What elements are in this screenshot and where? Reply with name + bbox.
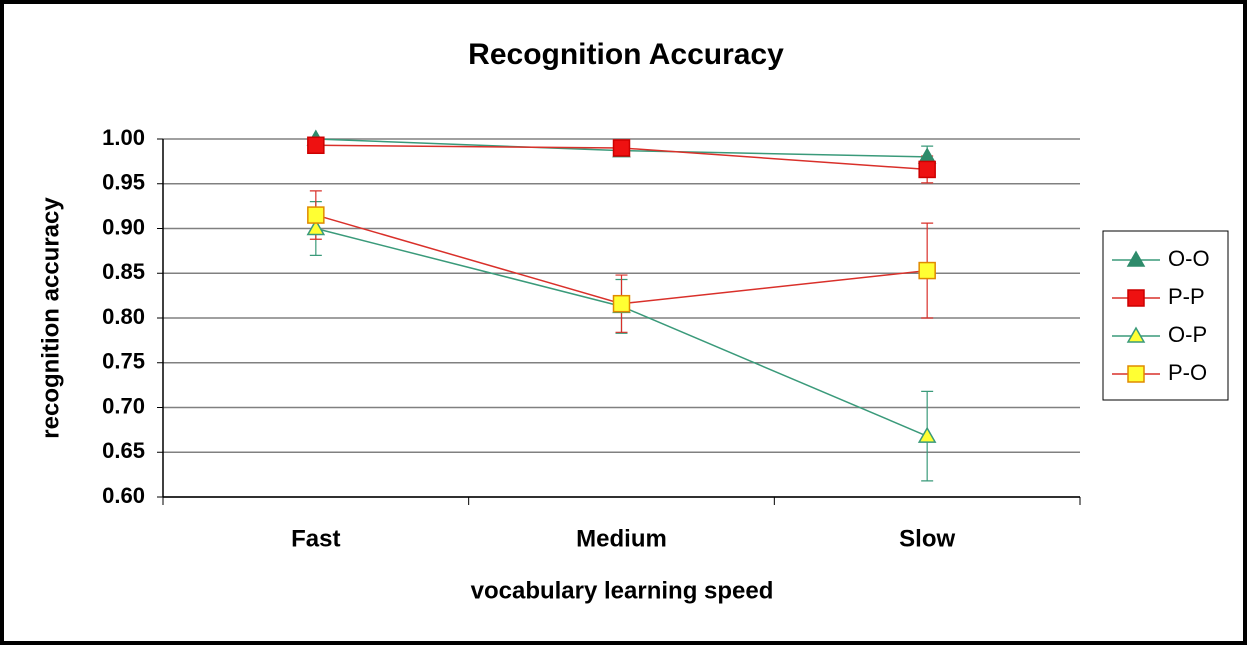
legend-label: P-O bbox=[1168, 360, 1207, 385]
legend-label: O-O bbox=[1168, 246, 1210, 271]
data-point bbox=[307, 136, 325, 155]
y-tick-label: 0.95 bbox=[102, 170, 145, 195]
data-point bbox=[306, 218, 326, 236]
y-tick-label: 0.90 bbox=[102, 214, 145, 239]
y-tick-label: 1.00 bbox=[102, 125, 145, 150]
data-point bbox=[612, 139, 631, 157]
legend-label: P-P bbox=[1168, 284, 1205, 309]
y-tick-label: 0.60 bbox=[102, 483, 145, 508]
legend-marker bbox=[1126, 250, 1146, 267]
y-tick-label: 0.65 bbox=[102, 438, 145, 463]
y-axis-label: recognition accuracy bbox=[37, 197, 64, 439]
x-tick-label: Medium bbox=[576, 525, 667, 552]
legend bbox=[1102, 230, 1229, 401]
legend-marker bbox=[1127, 365, 1145, 383]
legend-marker bbox=[1126, 326, 1146, 343]
y-tick-label: 0.80 bbox=[102, 304, 145, 329]
chart-title: Recognition Accuracy bbox=[468, 38, 784, 71]
legend-marker bbox=[1127, 289, 1145, 307]
data-point bbox=[307, 206, 325, 224]
y-tick-label: 0.75 bbox=[102, 349, 145, 374]
x-tick-label: Slow bbox=[899, 525, 955, 552]
data-point bbox=[918, 261, 936, 280]
data-point bbox=[918, 160, 936, 179]
legend-label: O-P bbox=[1168, 322, 1207, 347]
data-point bbox=[917, 426, 937, 443]
y-tick-label: 0.85 bbox=[102, 259, 145, 284]
x-axis-label: vocabulary learning speed bbox=[471, 577, 774, 604]
x-tick-label: Fast bbox=[291, 525, 340, 552]
y-tick-label: 0.70 bbox=[102, 393, 145, 418]
data-point bbox=[612, 294, 631, 313]
